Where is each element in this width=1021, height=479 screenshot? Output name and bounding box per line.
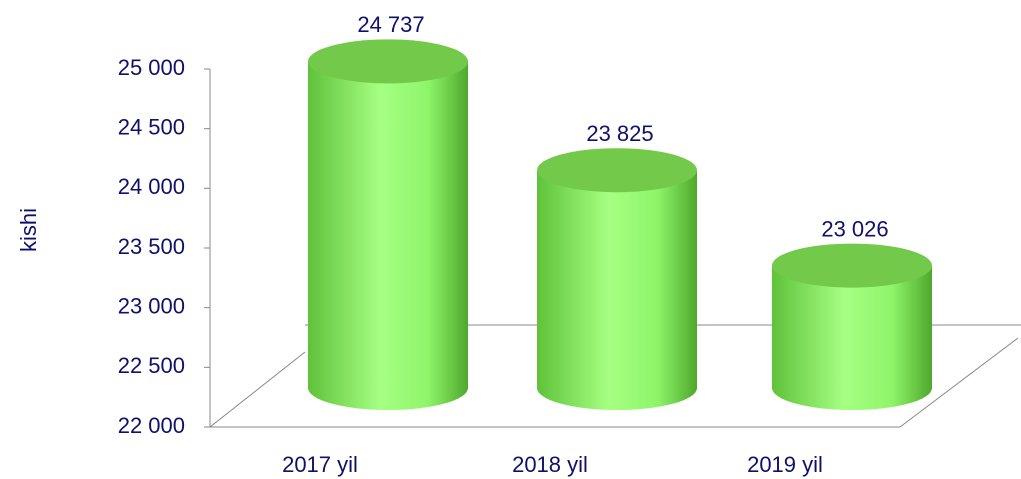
value-label: 23 825	[586, 121, 653, 146]
bar	[772, 243, 932, 410]
bar-top	[308, 39, 468, 84]
y-tick-label: 24 500	[118, 114, 185, 139]
y-tick-label: 22 000	[118, 413, 185, 438]
y-tick-label: 23 000	[118, 293, 185, 318]
bar-body	[308, 61, 468, 410]
y-tick-label: 22 500	[118, 353, 185, 378]
y-tick-label: 23 500	[118, 234, 185, 259]
y-tick-label: 24 000	[118, 174, 185, 199]
bar	[308, 39, 468, 410]
bar	[537, 148, 697, 410]
bar-body	[537, 170, 697, 410]
bar-top	[772, 243, 932, 288]
bar-top	[537, 148, 697, 193]
value-label: 23 026	[821, 216, 888, 241]
x-tick-label: 2018 yil	[512, 452, 588, 477]
value-label: 24 737	[357, 12, 424, 37]
bar-body	[772, 265, 932, 410]
x-tick-label: 2019 yil	[747, 452, 823, 477]
y-tick-label: 25 000	[118, 55, 185, 80]
y-axis-label: kishi	[16, 208, 41, 252]
x-tick-label: 2017 yil	[282, 452, 358, 477]
